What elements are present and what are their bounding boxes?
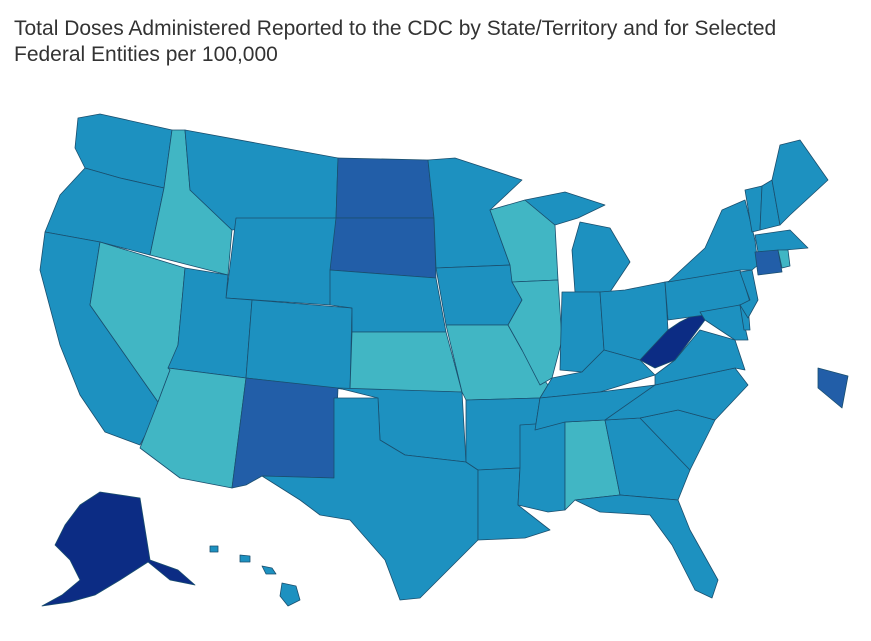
state-maine[interactable]: [771, 139, 829, 226]
state-south-dakota[interactable]: [329, 217, 437, 279]
state-kansas[interactable]: [349, 331, 463, 393]
state-hawaii-oahu[interactable]: [239, 554, 251, 563]
state-new-york[interactable]: [667, 199, 759, 283]
state-mississippi[interactable]: [517, 421, 566, 513]
state-michigan-upper[interactable]: [524, 191, 606, 226]
state-north-dakota[interactable]: [335, 157, 435, 219]
chart-title-line-2: Federal Entities per 100,000: [14, 43, 278, 66]
state-hawaii-big-island[interactable]: [279, 582, 301, 607]
state-illinois[interactable]: [507, 279, 563, 386]
state-maryland[interactable]: [699, 304, 749, 341]
state-massachusetts[interactable]: [754, 229, 809, 253]
state-colorado[interactable]: [245, 299, 353, 391]
state-new-mexico[interactable]: [231, 377, 339, 489]
state-florida[interactable]: [574, 494, 719, 599]
state-connecticut[interactable]: [754, 249, 783, 276]
state-hawaii-kauai[interactable]: [209, 545, 219, 553]
state-alaska[interactable]: [41, 491, 196, 607]
chart-title-line-1: Total Doses Administered Reported to the…: [14, 17, 777, 40]
state-hawaii-maui[interactable]: [261, 565, 277, 575]
state-texas[interactable]: [261, 397, 479, 601]
state-michigan[interactable]: [571, 221, 631, 293]
state-wyoming[interactable]: [225, 217, 337, 306]
chart-title: Total Doses Administered Reported to the…: [14, 16, 864, 68]
state-iowa[interactable]: [435, 264, 523, 326]
state-rhode-island[interactable]: [777, 249, 791, 269]
state-oregon[interactable]: [44, 167, 165, 256]
territory-puerto-rico[interactable]: [817, 367, 849, 409]
